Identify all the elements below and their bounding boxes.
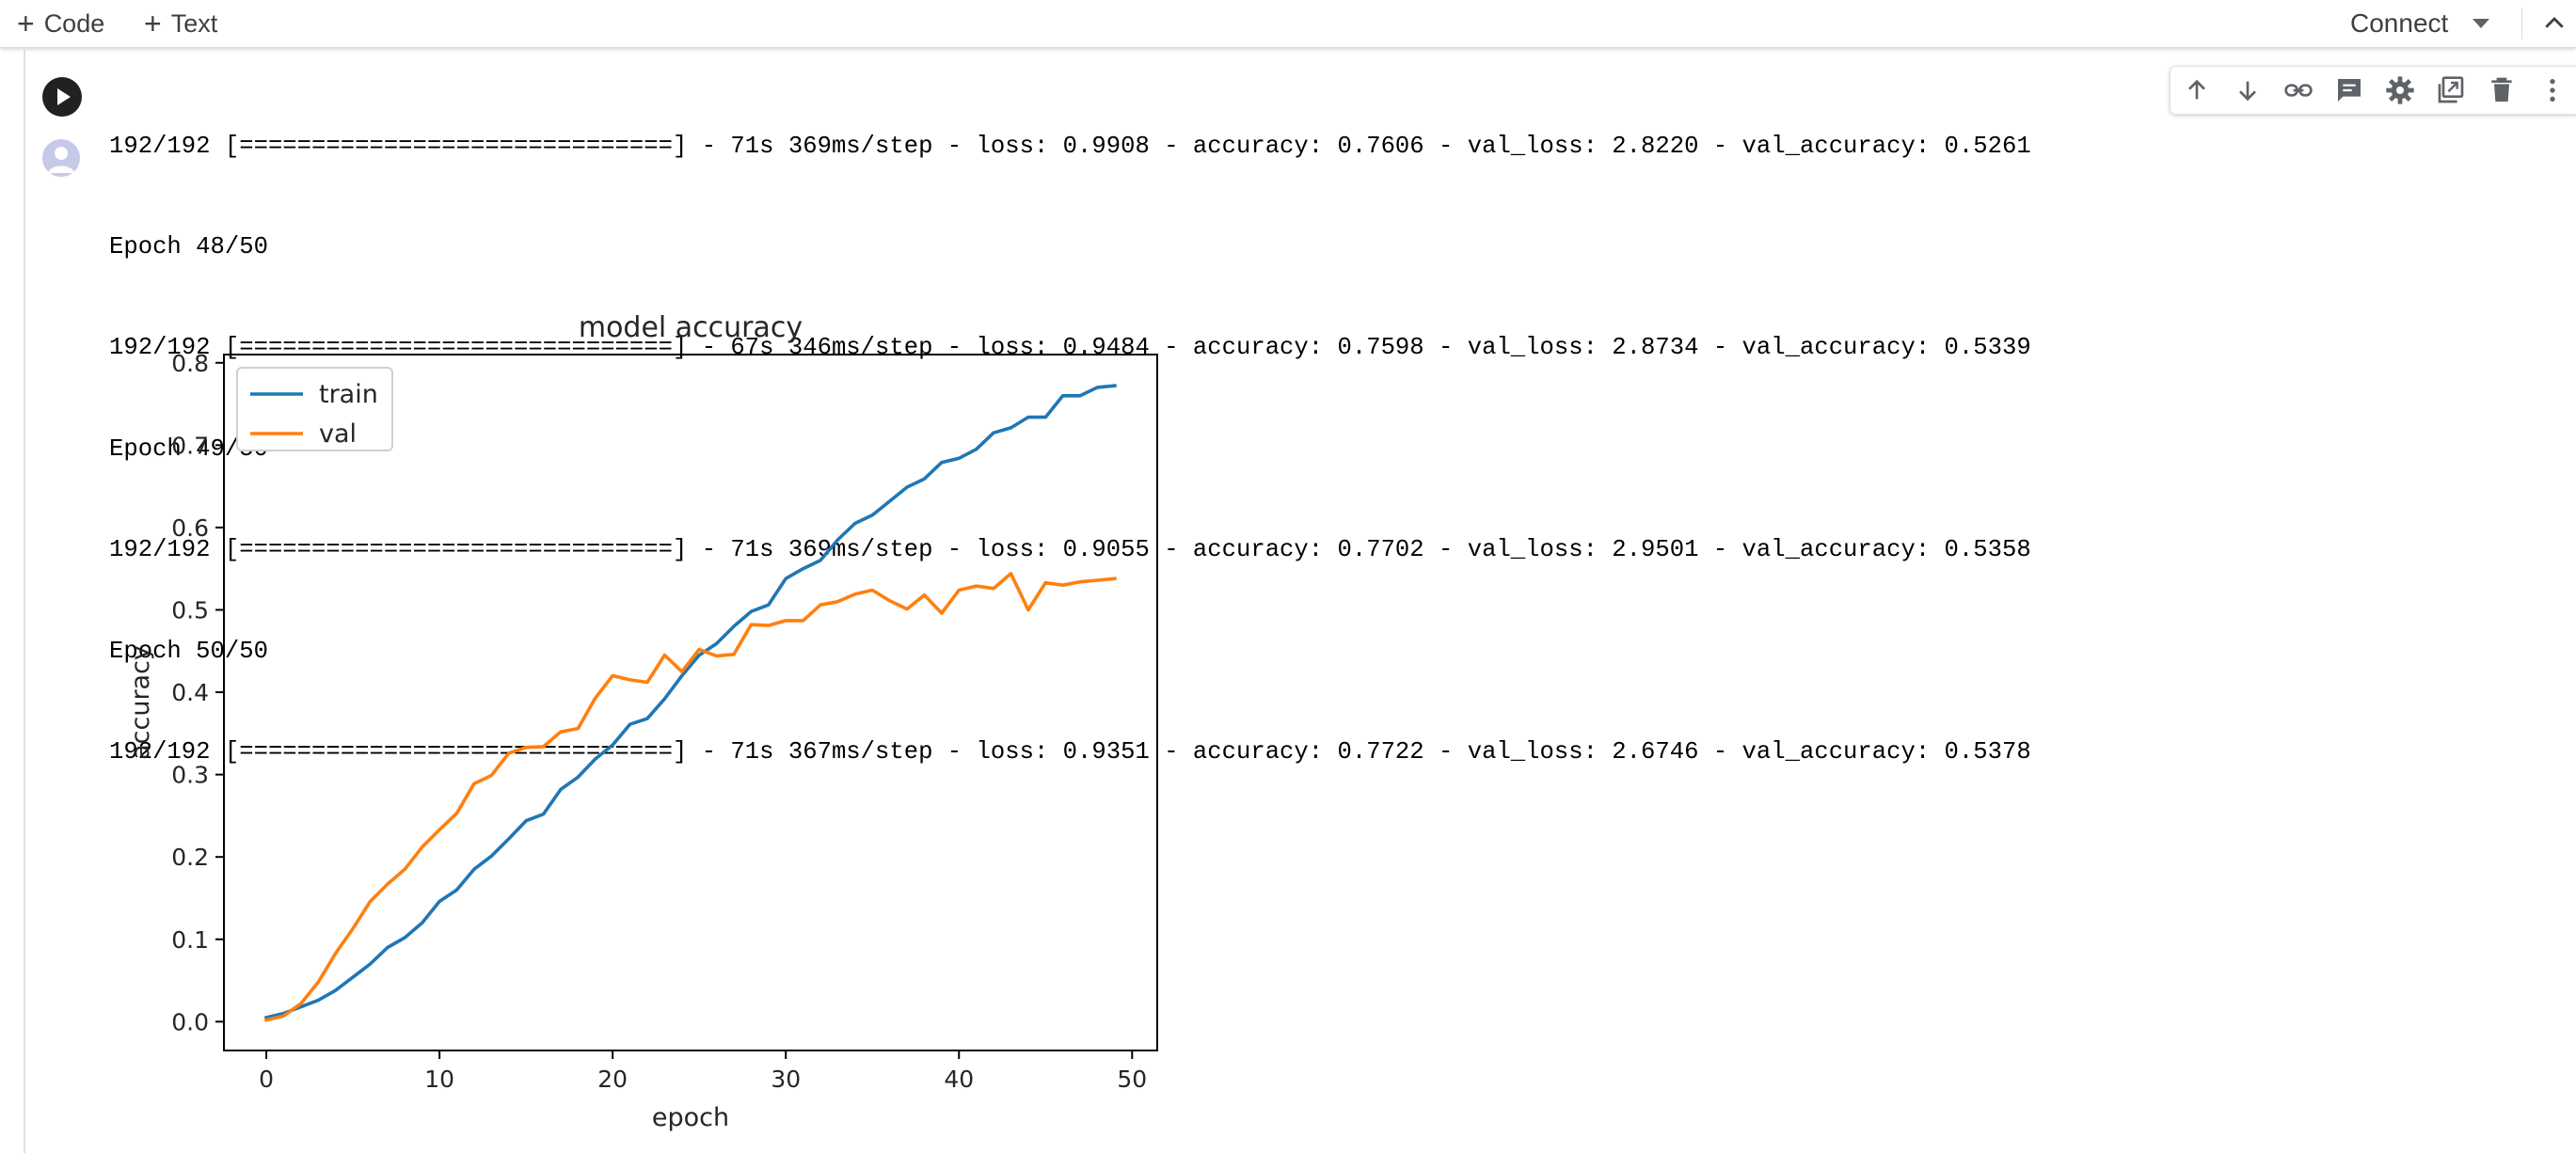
more-vert-icon[interactable] <box>2537 75 2568 105</box>
chevron-down-icon[interactable] <box>2473 19 2489 28</box>
plus-icon: + <box>144 7 162 40</box>
x-tick-label: 30 <box>771 1066 801 1093</box>
cell-output: 192/192 [==============================]… <box>109 62 2536 803</box>
output-line: 192/192 [==============================]… <box>109 536 2031 564</box>
y-tick-label: 0.5 <box>171 596 209 624</box>
comment-icon[interactable] <box>2334 75 2364 105</box>
output-line: Epoch 50/50 <box>109 637 268 665</box>
cell-left-rail <box>24 49 25 1153</box>
output-line: 192/192 [==============================]… <box>109 334 2031 362</box>
y-tick-label: 0.4 <box>171 679 209 706</box>
x-tick-label: 10 <box>424 1066 454 1093</box>
y-tick-label: 0.6 <box>171 514 209 542</box>
series-line-train <box>263 384 1117 1020</box>
mirror-cell-icon[interactable] <box>2436 75 2466 105</box>
x-tick-label: 50 <box>1117 1066 1147 1093</box>
avatar <box>42 139 80 177</box>
x-tick-label: 40 <box>944 1066 974 1093</box>
legend-box <box>236 367 393 451</box>
connect-button[interactable]: Connect <box>2350 6 2448 41</box>
connect-label: Connect <box>2350 8 2449 38</box>
legend-label-train: train <box>319 380 378 409</box>
arrow-down-icon[interactable] <box>2233 75 2263 105</box>
add-code-label: Code <box>43 8 105 38</box>
top-toolbar: + Code + Text Connect <box>0 0 2576 48</box>
gear-icon[interactable] <box>2385 75 2415 105</box>
series-line-val <box>263 572 1117 1022</box>
x-tick-label: 20 <box>597 1066 628 1093</box>
chart-title: model accuracy <box>579 311 803 344</box>
legend-label-val: val <box>319 419 357 449</box>
accuracy-chart: 0 10 20 30 40 50 0.0 0.1 0.2 0.3 0.4 0.5 0.6 0.7 0.8 mo… <box>126 311 1158 1132</box>
add-text-button[interactable]: + Text <box>144 6 217 41</box>
y-tick-label: 0.7 <box>171 432 209 459</box>
output-line: 192/192 [==============================]… <box>109 132 2031 160</box>
chevron-up-icon[interactable] <box>2540 9 2568 38</box>
y-tick-label: 0.8 <box>171 350 209 377</box>
y-tick-label: 0.1 <box>171 926 209 954</box>
user-icon <box>48 147 74 173</box>
output-line: Epoch 48/50 <box>109 232 268 261</box>
plus-icon: + <box>17 7 35 40</box>
add-code-button[interactable]: + Code <box>17 6 104 41</box>
link-icon[interactable] <box>2283 75 2314 105</box>
play-icon <box>57 88 71 105</box>
y-axis-label: accuracy <box>126 645 155 760</box>
trash-icon[interactable] <box>2487 75 2517 105</box>
y-tick-label: 0.0 <box>171 1008 209 1035</box>
arrow-up-icon[interactable] <box>2182 75 2212 105</box>
run-cell-button[interactable] <box>42 77 82 117</box>
add-text-label: Text <box>170 8 218 38</box>
x-tick-label: 0 <box>259 1066 274 1093</box>
y-tick-label: 0.2 <box>171 844 209 871</box>
toolbar-divider <box>2521 8 2522 39</box>
x-axis-label: epoch <box>652 1103 729 1132</box>
plot-frame <box>223 354 1158 1051</box>
y-tick-label: 0.3 <box>171 762 209 789</box>
output-line: 192/192 [==============================]… <box>109 737 2031 766</box>
cell-toolbar <box>2170 66 2576 115</box>
